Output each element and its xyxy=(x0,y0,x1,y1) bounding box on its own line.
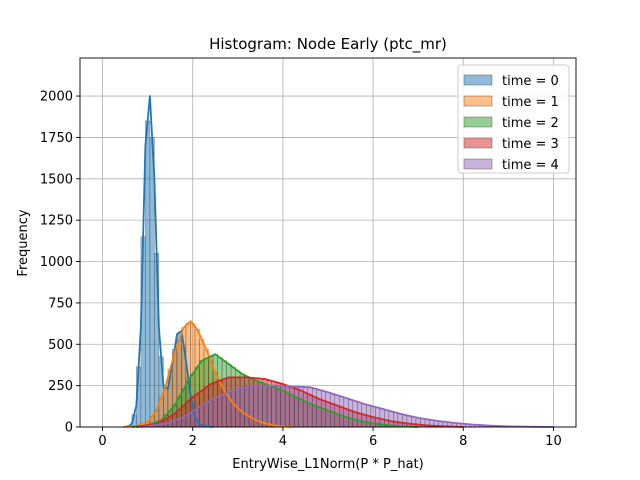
x-tick-label: 10 xyxy=(545,434,562,449)
legend-swatch xyxy=(463,116,493,128)
histogram-bar xyxy=(212,397,218,428)
histogram-bar xyxy=(334,394,340,428)
histogram-bar xyxy=(402,414,408,428)
histogram-bar xyxy=(271,385,277,428)
histogram-bar xyxy=(289,386,295,428)
x-tick-label: 0 xyxy=(98,434,106,449)
histogram-bar xyxy=(293,386,299,428)
x-axis-label: EntryWise_L1Norm(P * P_hat) xyxy=(232,457,423,472)
legend-label: time = 4 xyxy=(502,158,559,173)
y-tick-label: 1500 xyxy=(40,172,73,187)
y-tick-label: 250 xyxy=(48,379,73,394)
histogram-bar xyxy=(411,416,417,428)
histogram-bar xyxy=(397,413,403,428)
legend-label: time = 0 xyxy=(502,74,559,89)
kde-curve-4 xyxy=(140,384,554,428)
plot-area: 0 2 4 6 8 10 0 250 500 750 1000 1250 1500 1750 2000 xyxy=(40,57,577,449)
histogram-bar xyxy=(239,387,245,428)
y-tick-label: 2000 xyxy=(40,90,73,105)
y-tick-label: 1000 xyxy=(40,255,73,270)
y-tick-label: 0 xyxy=(65,421,73,436)
histogram-bar xyxy=(248,386,254,428)
histogram-bar xyxy=(298,386,304,428)
legend-label: time = 3 xyxy=(502,137,559,152)
legend-swatch xyxy=(463,158,493,170)
histogram-bar xyxy=(330,393,336,428)
histogram-bar xyxy=(266,385,272,428)
y-tick-label: 1250 xyxy=(40,214,73,229)
histogram-bar xyxy=(145,120,151,428)
x-tick-label: 6 xyxy=(369,434,377,449)
y-tick-label: 500 xyxy=(48,338,73,353)
histogram-bar xyxy=(230,390,236,428)
x-tick-label: 2 xyxy=(189,434,197,449)
kde-curve-3 xyxy=(136,376,464,428)
kde-curve-1 xyxy=(122,320,292,428)
histogram-bar xyxy=(275,385,281,428)
legend-swatch xyxy=(463,137,493,149)
histogram-bar xyxy=(217,395,223,428)
histogram-bar xyxy=(221,393,227,428)
histogram-bar xyxy=(339,396,345,428)
histogram-bar xyxy=(262,385,268,428)
histogram-bar xyxy=(311,388,317,428)
axes-frame xyxy=(79,57,577,428)
y-axis-label: Frequency xyxy=(16,209,31,276)
histogram-bar xyxy=(343,397,349,428)
kde-curve-2 xyxy=(131,353,419,428)
chart-title: Histogram: Node Early (ptc_mr) xyxy=(209,35,447,54)
x-tick-label: 4 xyxy=(279,434,287,449)
histogram-bar xyxy=(352,400,358,428)
x-tick-label: 8 xyxy=(459,434,467,449)
y-tick-label: 750 xyxy=(48,296,73,311)
histogram-bar xyxy=(208,400,214,428)
histogram-bar xyxy=(203,402,209,428)
kde-curve-0 xyxy=(126,95,214,428)
y-tick-label: 1750 xyxy=(40,131,73,146)
histogram-bar xyxy=(415,417,421,428)
legend-label: time = 2 xyxy=(502,116,559,131)
histogram-bar xyxy=(244,387,250,428)
legend-label: time = 1 xyxy=(502,95,559,110)
histogram-bar xyxy=(348,399,354,428)
legend: time = 0 time = 1 time = 2 time = 3 time = 4 xyxy=(457,64,570,174)
legend-swatch xyxy=(463,95,493,107)
histogram-bar xyxy=(406,415,412,428)
legend-swatch xyxy=(463,74,493,86)
